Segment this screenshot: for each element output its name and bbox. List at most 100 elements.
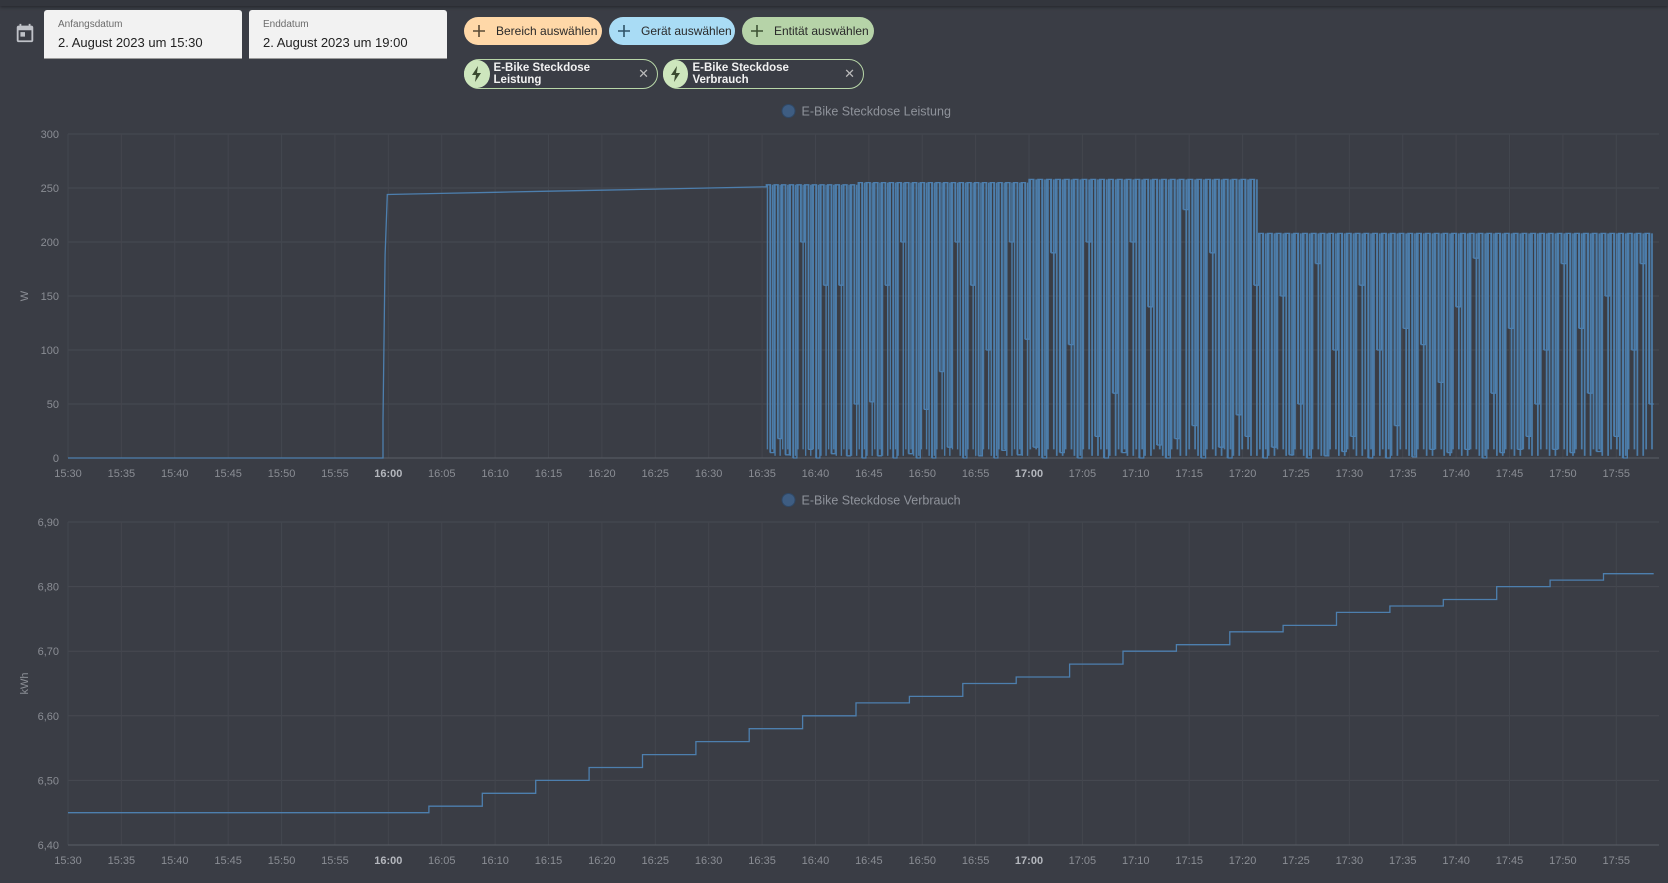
series-bar (1378, 233, 1381, 456)
remove-icon[interactable]: ✕ (844, 66, 855, 81)
series-bar (1422, 233, 1425, 450)
series-bar (1460, 233, 1463, 456)
series-bar (840, 184, 843, 456)
series-bar (1592, 233, 1595, 450)
series-bar (1088, 179, 1091, 450)
choose-entity-label: Entität auswählen (774, 24, 869, 38)
y-tick-label: 50 (47, 399, 59, 411)
series-bar (1019, 182, 1021, 450)
series-bar (1352, 233, 1355, 450)
series-bar (928, 182, 930, 456)
series-bar (1294, 233, 1296, 450)
series-bar (1417, 233, 1419, 450)
series-bar (1610, 233, 1612, 450)
x-tick-label: 17:00 (1015, 468, 1043, 478)
x-tick-label: 16:55 (962, 468, 990, 478)
series-bar (1097, 179, 1099, 456)
series-bar (1554, 233, 1557, 456)
y-tick-label: 6,90 (38, 517, 59, 529)
series-bar (1361, 233, 1364, 456)
series-bar (1510, 233, 1513, 450)
x-tick-label: 16:10 (481, 855, 509, 867)
series-bar (1247, 179, 1249, 450)
x-tick-label: 17:00 (1015, 855, 1043, 867)
series-bar (1223, 179, 1226, 450)
y-tick-label: 6,60 (38, 711, 59, 723)
series-bar (1469, 233, 1472, 450)
series-bar (1155, 179, 1158, 446)
series-bar (1496, 233, 1498, 456)
series-bar (1100, 179, 1102, 450)
x-tick-label: 16:20 (588, 468, 616, 478)
series-bar (1373, 233, 1375, 456)
series-bar (1405, 233, 1408, 450)
y-axis-label: W (19, 290, 31, 301)
series-bar (804, 184, 807, 456)
x-tick-label: 17:35 (1389, 855, 1417, 867)
series-bar (975, 182, 977, 456)
series-bar (1070, 179, 1073, 450)
series-bar (1188, 179, 1191, 450)
series-bar (1346, 233, 1349, 450)
entity-chip-verbrauch[interactable]: E-Bike Steckdose Verbrauch ✕ (663, 59, 864, 89)
x-tick-label: 16:15 (535, 468, 563, 478)
choose-device-button[interactable]: Gerät auswählen (609, 17, 735, 45)
series-bar (1475, 233, 1478, 450)
series-bar (820, 184, 822, 456)
series-bar (1282, 233, 1285, 450)
series-bar (1285, 233, 1288, 456)
choose-entity-button[interactable]: Entität auswählen (742, 17, 874, 45)
series-bar (1220, 179, 1223, 456)
series-bar (856, 184, 858, 456)
x-tick-label: 16:10 (481, 468, 509, 478)
series-bar (1091, 179, 1093, 456)
calendar-icon[interactable] (14, 22, 36, 44)
series-bar (858, 182, 860, 450)
x-tick-label: 17:20 (1229, 855, 1257, 867)
entity-chip-label: E-Bike Steckdose Verbrauch (692, 62, 789, 86)
x-tick-label: 16:50 (908, 468, 936, 478)
series-bar (1161, 179, 1164, 456)
series-bar (1358, 233, 1361, 286)
top-bar (0, 0, 1668, 6)
series-bar (1522, 233, 1525, 450)
y-tick-label: 0 (53, 453, 59, 465)
x-tick-label: 17:15 (1175, 468, 1203, 478)
series-bar (774, 184, 776, 456)
y-tick-label: 200 (41, 237, 59, 249)
x-tick-label: 17:05 (1069, 468, 1097, 478)
legend-label: E-Bike Steckdose Leistung (802, 105, 951, 119)
series-bar (833, 184, 835, 450)
series-bar (1414, 233, 1416, 456)
series-bar (1399, 233, 1402, 450)
series-bar (1425, 233, 1428, 456)
series-bar (1630, 233, 1633, 350)
series-bar (1244, 179, 1247, 437)
series-bar (982, 182, 985, 450)
series-bar (1607, 233, 1609, 456)
end-date-field[interactable]: Enddatum 2. August 2023 um 19:00 (249, 10, 447, 59)
series-bar (1206, 179, 1208, 450)
x-tick-label: 16:00 (374, 468, 402, 478)
series-bar (1548, 233, 1551, 456)
entity-chip-leistung[interactable]: E-Bike Steckdose Leistung ✕ (464, 59, 658, 89)
remove-icon[interactable]: ✕ (638, 66, 649, 81)
x-tick-label: 15:30 (54, 468, 82, 478)
series-bar (1381, 233, 1384, 450)
lightning-icon (663, 60, 689, 88)
series-bar (1402, 233, 1405, 329)
x-tick-label: 16:15 (535, 855, 563, 867)
series-bar (866, 182, 868, 456)
series-bar (1250, 179, 1252, 456)
start-date-field[interactable]: Anfangsdatum 2. August 2023 um 15:30 (44, 10, 242, 59)
end-date-label: Enddatum (263, 19, 309, 30)
x-tick-label: 15:35 (108, 855, 136, 867)
choose-area-button[interactable]: Bereich auswählen (464, 17, 602, 45)
series-bar (1636, 233, 1639, 456)
series-bar (1314, 233, 1317, 264)
series-bar (1501, 233, 1504, 456)
x-tick-label: 17:10 (1122, 468, 1150, 478)
series-bar (897, 182, 899, 456)
choose-area-label: Bereich auswählen (496, 24, 598, 38)
series-bar (1211, 179, 1214, 450)
